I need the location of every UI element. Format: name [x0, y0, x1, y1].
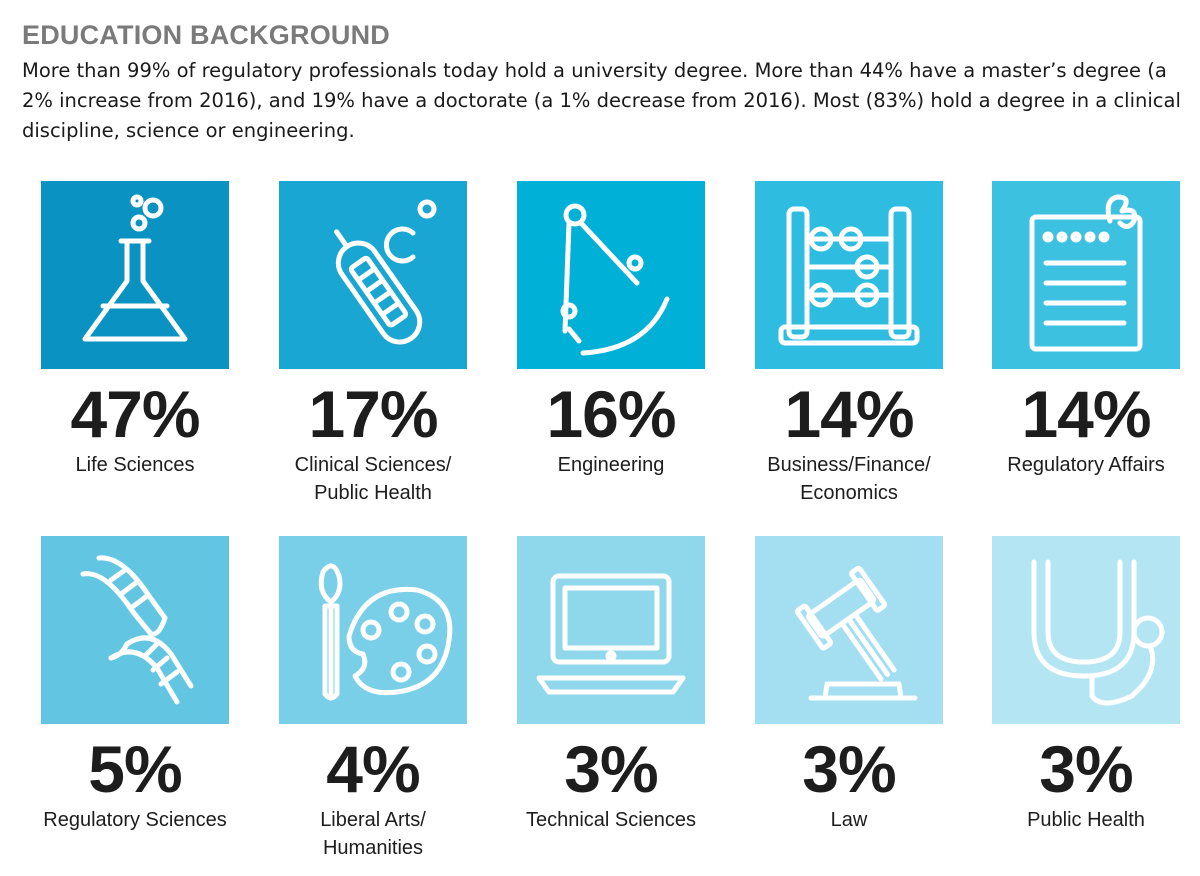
- category-label: Regulatory Affairs: [1007, 454, 1165, 476]
- category-percent: 47%: [70, 377, 200, 451]
- flask-icon: [82, 194, 188, 342]
- thermometer-icon: [334, 199, 437, 345]
- category-label: Life Sciences: [75, 454, 195, 476]
- category-label: Liberal Arts/ Humanities: [320, 809, 426, 859]
- stethoscope-icon: [1031, 559, 1165, 706]
- category-tile: [755, 536, 943, 724]
- category-percent: 3%: [802, 732, 896, 806]
- category-percent: 3%: [564, 732, 658, 806]
- category-tile: [992, 181, 1180, 369]
- category-percent: 4%: [326, 732, 420, 806]
- category-tile: [41, 181, 229, 369]
- category-percent: 16%: [546, 377, 676, 451]
- category-percent: 14%: [1021, 377, 1151, 451]
- compass-icon: [560, 203, 670, 356]
- category-label: Regulatory Sciences: [43, 809, 227, 831]
- category-tile: [279, 536, 467, 724]
- category-tile: [755, 181, 943, 369]
- intro-paragraph: More than 99% of regulatory professional…: [22, 59, 1181, 142]
- category-tile: [517, 536, 705, 724]
- gavel-icon: [795, 565, 918, 701]
- category-label: Public Health: [1027, 809, 1145, 831]
- category-percent: 5%: [88, 732, 182, 806]
- dna-icon: [80, 555, 194, 705]
- category-tile: [279, 181, 467, 369]
- category-label: Engineering: [557, 454, 665, 476]
- category-percent: 17%: [308, 377, 438, 451]
- palette-icon: [318, 563, 453, 701]
- laptop-icon: [536, 573, 686, 695]
- category-label: Business/Finance/ Economics: [767, 454, 931, 504]
- category-label: Law: [830, 809, 868, 831]
- category-label: Clinical Sciences/ Public Health: [294, 454, 452, 504]
- category-tile: [41, 536, 229, 724]
- category-label: Technical Sciences: [525, 809, 697, 831]
- category-tile: [517, 181, 705, 369]
- category-percent: 14%: [784, 377, 914, 451]
- notepad-icon: [1029, 194, 1143, 352]
- page-heading: EDUCATION BACKGROUND: [22, 20, 390, 50]
- abacus-icon: [778, 206, 920, 346]
- category-percent: 3%: [1039, 732, 1133, 806]
- category-tile: [992, 536, 1180, 724]
